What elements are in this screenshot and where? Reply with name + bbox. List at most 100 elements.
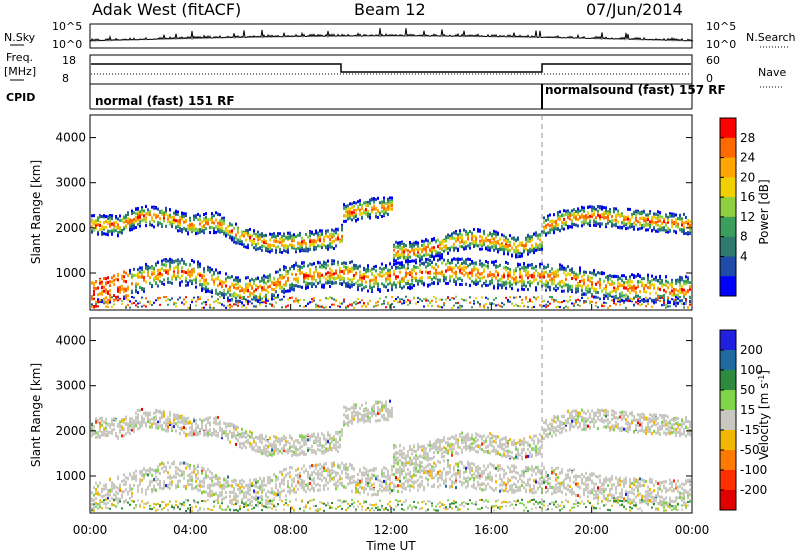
velocity-cell-89	[103, 420, 105, 424]
power-cell-2953	[501, 274, 503, 278]
power-cell-462	[157, 273, 159, 276]
power-cell-864	[213, 282, 215, 286]
power-cell-1376	[285, 243, 287, 247]
power-cell-1221	[263, 278, 265, 282]
power-cell-3982	[641, 303, 643, 306]
power-cell-3429	[565, 305, 567, 308]
velocity-cell-18	[93, 424, 95, 428]
power-cell-2484	[437, 254, 439, 258]
power-cell-3169	[531, 249, 533, 253]
power-cell-3111	[523, 262, 525, 265]
power-cell-1264	[269, 275, 271, 279]
power-cell-42	[95, 302, 97, 305]
power-cell-20	[93, 220, 95, 224]
power-cell-2318	[413, 244, 415, 248]
velocity-cell-441	[151, 508, 153, 511]
power-cell-3509	[577, 275, 579, 279]
power-cell-1957	[363, 303, 365, 306]
power-cell-2112	[385, 279, 387, 283]
power-cell-2028	[373, 265, 375, 269]
power-cell-1452	[293, 263, 295, 267]
power-cell-1468	[297, 242, 299, 246]
velocity-cell-549	[167, 419, 169, 423]
power-cell-2506	[439, 271, 441, 275]
power-cell-666	[185, 283, 187, 287]
power-cell-1183	[257, 295, 259, 298]
power-cell-2044	[375, 269, 377, 273]
power-cell-3821	[619, 284, 621, 288]
power-cell-3189	[533, 275, 535, 279]
power-cell-3215	[537, 244, 539, 248]
power-cell-2644	[459, 229, 461, 233]
power-cell-4131	[663, 217, 665, 221]
power-cell-2560	[447, 236, 449, 239]
power-cell-2977	[505, 239, 507, 243]
power-cell-2900	[495, 247, 497, 251]
velocity-cell-492	[159, 463, 161, 466]
power-cell-3988	[643, 210, 645, 214]
velocity-cell-325	[135, 469, 137, 473]
power-cell-2768	[475, 297, 477, 300]
power-cell-2604	[453, 271, 455, 275]
power-cell-2564	[447, 268, 449, 272]
velocity-cell-190	[115, 505, 117, 508]
velocity-cell-503	[161, 427, 163, 431]
power-cell-870	[213, 300, 215, 303]
velocity-cell-301	[131, 477, 133, 481]
power-cell-2593	[451, 274, 453, 278]
power-cell-3099	[521, 278, 523, 282]
velocity-cell-463	[155, 424, 157, 428]
power-cell-1638	[319, 265, 321, 269]
power-cell-746	[197, 218, 199, 222]
power-cell-2878	[491, 276, 493, 280]
power-cell-3174	[531, 263, 533, 266]
power-cell-232	[123, 270, 125, 274]
power-cell-1497	[301, 246, 303, 250]
power-cell-2199	[397, 257, 399, 260]
power-cell-3035	[513, 280, 515, 284]
power-cell-3235	[539, 262, 541, 266]
power-cell-2246	[403, 254, 405, 258]
power-cell-267	[129, 228, 131, 232]
power-cell-2373	[419, 268, 421, 272]
power-cell-1590	[313, 242, 315, 246]
power-cell-1478	[297, 301, 299, 304]
power-cell-3975	[641, 224, 643, 227]
power-cell-4103	[659, 211, 661, 215]
velocity-cell-368	[141, 472, 143, 476]
power-cell-2947	[501, 244, 503, 248]
velocity-cell-437	[151, 468, 153, 472]
power-cell-1257	[269, 246, 271, 250]
power-cell-2216	[399, 256, 401, 260]
power-cell-3651	[595, 291, 597, 295]
velocity-cell-497	[159, 504, 161, 507]
power-cell-2949	[501, 248, 503, 251]
power-cell-4240	[677, 280, 679, 284]
power-cell-4306	[687, 219, 689, 222]
velocity-cell-567	[169, 465, 171, 469]
power-cell-2177	[393, 300, 395, 303]
power-cell-909	[219, 279, 221, 283]
power-cell-1619	[317, 244, 319, 248]
power-cell-2516	[441, 241, 443, 245]
power-cell-3986	[643, 216, 645, 220]
power-cell-384	[145, 212, 147, 216]
power-cell-1236	[265, 298, 267, 302]
power-cell-578	[173, 260, 175, 264]
power-cell-2272	[405, 295, 407, 298]
power-cell-3715	[605, 294, 607, 298]
power-cell-2896	[493, 263, 495, 267]
velocity-cell-147	[111, 428, 113, 432]
power-cell-833	[209, 218, 211, 222]
power-cell-1701	[327, 297, 329, 300]
power-cell-1513	[303, 248, 305, 252]
power-cell-2925	[497, 286, 499, 290]
power-cell-3464	[571, 222, 573, 226]
power-cell-2159	[391, 287, 393, 291]
power-cell-2045	[375, 304, 377, 307]
power-cell-1603	[315, 245, 317, 249]
power-cell-3960	[639, 223, 641, 227]
power-cell-3766	[611, 299, 613, 302]
power-cell-3788	[615, 222, 617, 226]
power-cell-358	[141, 275, 143, 278]
